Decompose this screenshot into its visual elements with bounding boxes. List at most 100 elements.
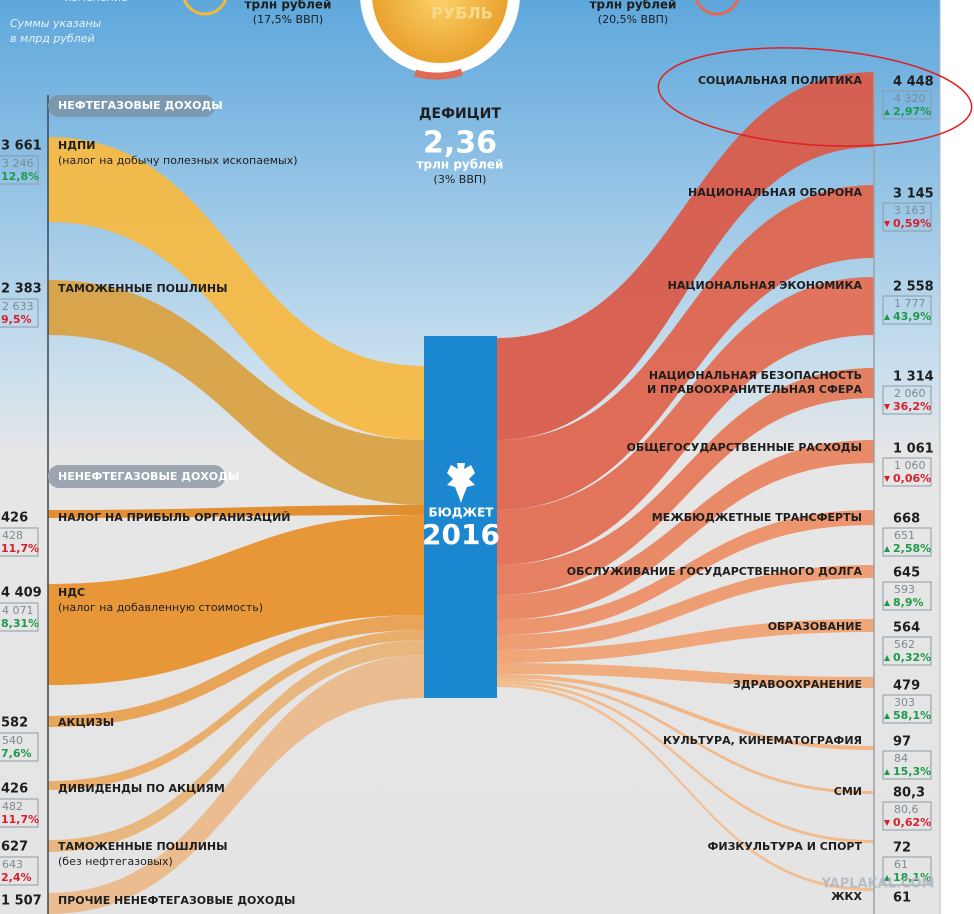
change-box [0, 527, 39, 557]
labels: — изменение Суммы указаны в млрд рублей трл… [0, 0, 935, 909]
income-change: 11,7% [1, 813, 39, 826]
expense-change: 2,58% [893, 542, 931, 555]
change-box [882, 457, 932, 487]
expense-change: 0,06% [893, 472, 931, 485]
expense-label: ЗДРАВООХРАНЕНИЕ [733, 678, 862, 691]
deficit-title: ДЕФИЦИТ [419, 106, 501, 122]
change-box [882, 856, 932, 886]
change-box [882, 385, 932, 415]
income-label: АКЦИЗЫ [58, 716, 114, 729]
expense-label: КУЛЬТУРА, КИНЕМАТОГРАФИЯ [663, 734, 862, 747]
trend-icon [884, 820, 890, 826]
flow [48, 137, 424, 440]
income-note: (налог на добычу полезных ископаемых) [58, 154, 298, 167]
expense-previous: 84 [894, 752, 908, 765]
flow [497, 619, 874, 663]
income-value: 4 409 [1, 586, 42, 601]
expense-value: 479 [893, 679, 920, 694]
income-value: 582 [1, 716, 28, 731]
income-label: ДИВИДЕНДЫ ПО АКЦИЯМ [58, 782, 225, 795]
expense-label: СМИ [834, 785, 862, 798]
trend-icon [884, 655, 890, 661]
income-label: НДС [58, 586, 85, 599]
income-change: 11,7% [1, 542, 39, 555]
flow [497, 368, 874, 595]
spending-unit: трлн рублей [590, 0, 677, 12]
income-label: НДПИ [58, 139, 95, 152]
expense-label: НАЦИОНАЛЬНАЯ ЭКОНОМИКА [668, 279, 863, 292]
change-box [882, 801, 932, 831]
annotation-circle [657, 47, 973, 147]
income-change: 8,31% [1, 617, 39, 630]
change-box [0, 602, 39, 632]
income-previous: 643 [2, 858, 23, 871]
change-box [0, 298, 39, 328]
expense-previous: 3 163 [894, 204, 926, 217]
flows [48, 72, 874, 914]
income-previous: 4 071 [2, 604, 34, 617]
group-tab [48, 465, 225, 488]
expense-label: НАЦИОНАЛЬНАЯ ОБОРОНА [688, 186, 862, 199]
expense-change: 2,97% [893, 105, 931, 118]
expense-previous: 1 060 [894, 459, 926, 472]
deficit-share: (3% ВВП) [434, 173, 487, 186]
change-box [882, 202, 932, 232]
coin [372, 0, 508, 63]
income-previous: 540 [2, 734, 23, 747]
expense-label: ОБРАЗОВАНИЕ [768, 620, 862, 633]
group-tab [48, 95, 215, 117]
expense-previous: 1 777 [894, 297, 926, 310]
budget-bar [424, 336, 497, 698]
expense-previous: 2 060 [894, 387, 926, 400]
trend-icon [884, 221, 890, 227]
expense-label: ЖКХ [831, 890, 862, 903]
revenue-icon [182, 0, 228, 16]
trend-icon [884, 109, 890, 115]
change-box [0, 856, 39, 886]
expense-change: 15,3% [893, 765, 931, 778]
expense-value: 645 [893, 566, 920, 581]
income-value: 627 [1, 840, 28, 855]
trend-icon [884, 713, 890, 719]
expense-note: И ПРАВООХРАНИТЕЛЬНАЯ СФЕРА [647, 383, 862, 396]
expense-change: 0,59% [893, 217, 931, 230]
income-change: 2,4% [1, 871, 32, 884]
revenue-unit: трлн рублей [245, 0, 332, 12]
income-change: 7,6% [1, 747, 32, 760]
expense-label: СОЦИАЛЬНАЯ ПОЛИТИКА [698, 74, 862, 87]
expense-change: 0,62% [893, 816, 931, 829]
flow [497, 678, 874, 794]
budget-label: БЮДЖЕТ [429, 506, 495, 520]
expense-value: 3 145 [893, 187, 934, 202]
revenue-share: (17,5% ВВП) [253, 13, 323, 26]
income-label: ПРОЧИЕ НЕНЕФТЕГАЗОВЫЕ ДОХОДЫ [58, 894, 295, 907]
income-previous: 482 [2, 800, 23, 813]
expense-previous: 61 [894, 858, 908, 871]
flow [48, 280, 424, 505]
change-box [882, 295, 932, 325]
legend-note: в млрд рублей [10, 32, 95, 45]
income-value: 1 507 [1, 894, 42, 909]
coin-text: РУБЛЬ [431, 4, 493, 23]
change-box [882, 581, 932, 611]
flow [497, 72, 874, 440]
flow [48, 655, 424, 914]
flow [497, 681, 874, 843]
income-previous: 2 633 [2, 300, 34, 313]
budget-year: 2016 [422, 518, 500, 551]
change-box [0, 155, 39, 185]
expense-previous: 80,6 [894, 803, 919, 816]
flow [48, 615, 424, 727]
expense-value: 97 [893, 735, 911, 750]
change-box [882, 750, 932, 780]
income-label: ТАМОЖЕННЫЕ ПОШЛИНЫ [58, 282, 228, 295]
trend-icon [884, 476, 890, 482]
expense-change: 43,9% [893, 310, 931, 323]
income-label: НАЛОГ НА ПРИБЫЛЬ ОРГАНИЗАЦИЙ [58, 511, 291, 524]
income-value: 2 383 [1, 282, 42, 297]
expense-change: 0,32% [893, 651, 931, 664]
change-box [882, 90, 932, 120]
expense-change: 8,9% [893, 596, 924, 609]
